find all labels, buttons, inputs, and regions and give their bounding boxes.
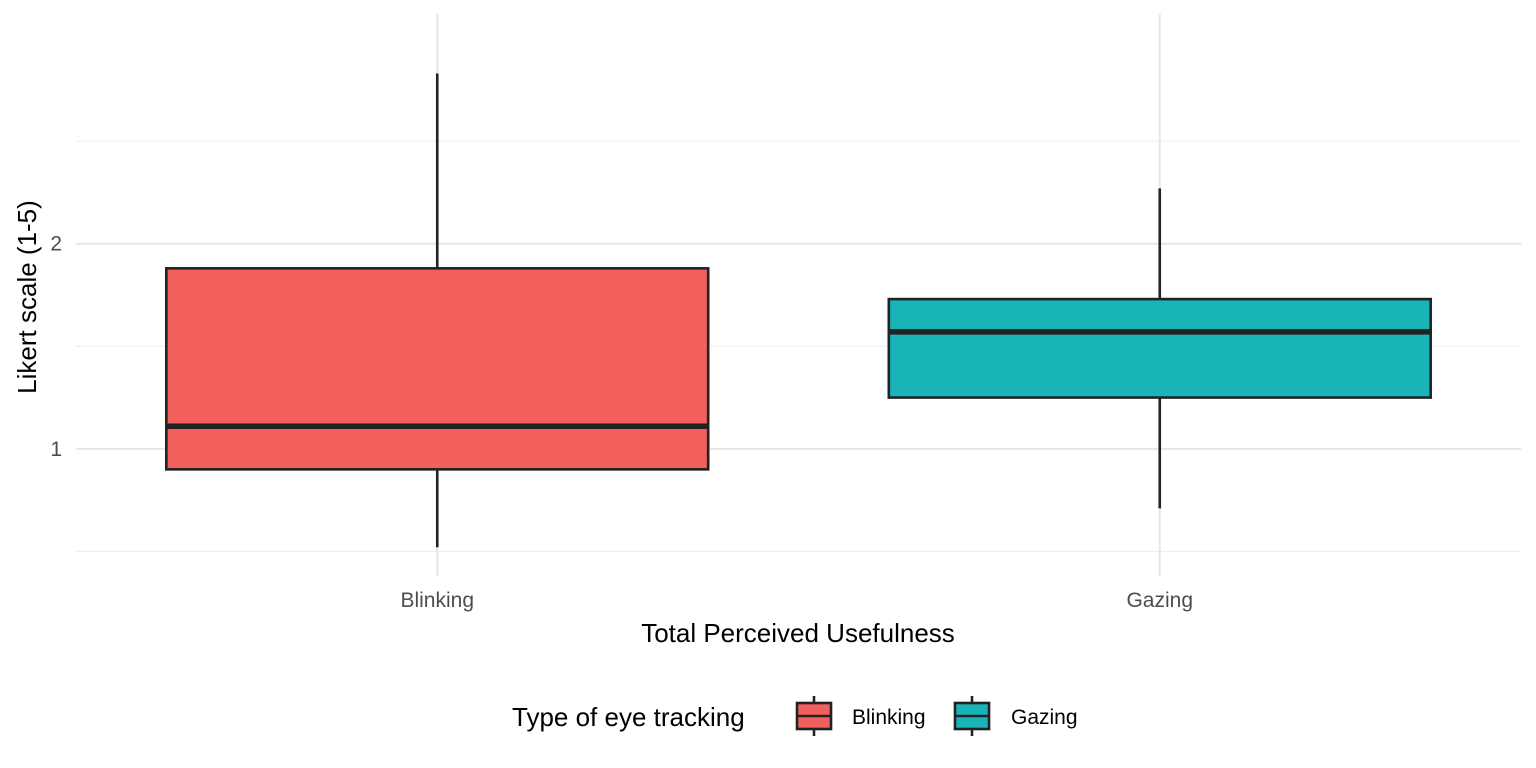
legend-label: Blinking [852, 706, 926, 729]
legend: Type of eye tracking Blinking Gazing [512, 696, 1078, 736]
y-tick-label: 2 [50, 233, 62, 256]
x-tick-label: Gazing [1126, 589, 1193, 612]
plot-area [165, 73, 1432, 548]
y-tick-label: 1 [50, 438, 62, 461]
legend-item-blinking: Blinking [795, 696, 926, 736]
box-blinking [165, 73, 710, 548]
y-axis-title: Likert scale (1-5) [12, 200, 42, 394]
legend-item-gazing: Gazing [953, 696, 1078, 736]
x-axis-ticks: Blinking Gazing [400, 589, 1193, 612]
legend-title: Type of eye tracking [512, 702, 745, 732]
legend-label: Gazing [1011, 706, 1078, 729]
box-iqr [887, 297, 1432, 399]
legend-items: Blinking Gazing [795, 696, 1078, 736]
box-iqr [165, 267, 710, 471]
x-tick-label: Blinking [400, 589, 474, 612]
y-axis-ticks: 12 [50, 233, 62, 461]
box-gazing [887, 188, 1432, 509]
x-axis-title: Total Perceived Usefulness [641, 618, 955, 648]
